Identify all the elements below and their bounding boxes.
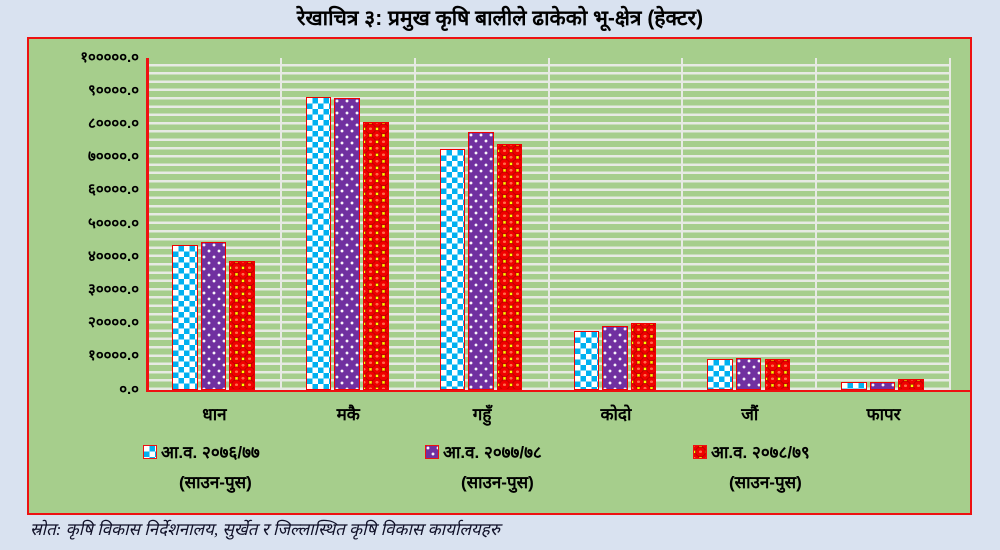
bar-series1-मकै — [305, 97, 332, 390]
vertical-gridline — [815, 57, 818, 390]
legend-marker-red-yellow-spheres — [693, 444, 707, 459]
chart-title: रेखाचित्र ३: प्रमुख कृषि बालीले ढाकेको भ… — [296, 7, 704, 30]
bar-series3-गहुँ — [496, 143, 523, 390]
bar-series2-जौं — [735, 357, 762, 390]
legend-entry-1: आ.व. २०७६/७७ (साउन-पुस) — [143, 440, 260, 493]
bar-series3-फापर — [898, 378, 924, 390]
chart-area: १०००००.० ९००००.० ८००००.० ७००००.० ६००००.० ५०००… — [27, 37, 972, 515]
bar-series1-कोदो — [573, 331, 599, 390]
y-tick-label: १०००००.० — [80, 48, 139, 66]
y-tick-label: ९००००.० — [88, 81, 139, 99]
bar-series2-कोदो — [602, 326, 628, 390]
x-category-label: मकै — [336, 405, 360, 424]
y-tick-label: ७००००.० — [88, 148, 139, 166]
y-tick-label: ५००००.० — [88, 214, 139, 232]
bar-series1-जौं — [707, 358, 733, 390]
bar-series1-गहुँ — [439, 149, 466, 390]
vertical-gridline — [413, 57, 416, 390]
bar-series2-धान — [200, 242, 227, 390]
vertical-gridline — [681, 57, 684, 390]
legend-marker-blue-checker — [143, 444, 157, 459]
y-tick-label: ४००००.० — [88, 247, 139, 265]
legend-label-3: आ.व. २०७८/७९ — [711, 443, 810, 462]
y-tick-label: १००००.० — [88, 347, 139, 365]
legend-sublabel-3: (साउन-पुस) — [729, 473, 802, 492]
bar-series1-धान — [172, 245, 198, 390]
plot-area — [147, 57, 951, 390]
bar-series3-मकै — [363, 122, 389, 390]
y-tick-label: २००००.० — [88, 314, 139, 332]
vertical-gridline — [547, 57, 550, 390]
vertical-gridline — [949, 57, 951, 390]
bar-series2-मकै — [334, 98, 360, 390]
bar-series2-गहुँ — [468, 131, 494, 390]
bar-series1-फापर — [841, 381, 867, 390]
y-axis-line — [146, 57, 149, 392]
vertical-gridline — [279, 57, 282, 390]
x-category-label: कोदो — [600, 405, 632, 424]
x-category-label: जौं — [741, 405, 759, 424]
legend-entry-2: आ.व. २०७७/७८ (साउन-पुस) — [425, 440, 542, 493]
legend-label-1: आ.व. २०७६/७७ — [161, 443, 260, 462]
y-tick-label: ०.० — [119, 380, 139, 398]
x-category-label: गहुँ — [472, 405, 492, 424]
bar-series2-फापर — [869, 381, 896, 390]
legend-marker-purple-dots — [425, 444, 439, 459]
bar-series3-कोदो — [630, 323, 657, 390]
legend-sublabel-2: (साउन-पुस) — [461, 473, 534, 492]
legend-label-2: आ.व. २०७७/७८ — [443, 443, 542, 462]
bar-series3-धान — [229, 260, 255, 390]
y-tick-label: ३००००.० — [88, 280, 139, 298]
source-note: स्रोत: कृषि विकास निर्देशनालय, सुर्खेत र… — [30, 520, 500, 539]
x-category-label: धान — [202, 405, 227, 424]
y-tick-label: ६००००.० — [88, 181, 139, 199]
legend-sublabel-1: (साउन-पुस) — [179, 473, 252, 492]
legend-entry-3: आ.व. २०७८/७९ (साउन-पुस) — [693, 440, 810, 493]
x-axis-line — [146, 389, 971, 392]
bar-series3-जौं — [764, 358, 791, 390]
x-category-label: फापर — [866, 405, 901, 424]
y-tick-label: ८००००.० — [88, 114, 139, 132]
